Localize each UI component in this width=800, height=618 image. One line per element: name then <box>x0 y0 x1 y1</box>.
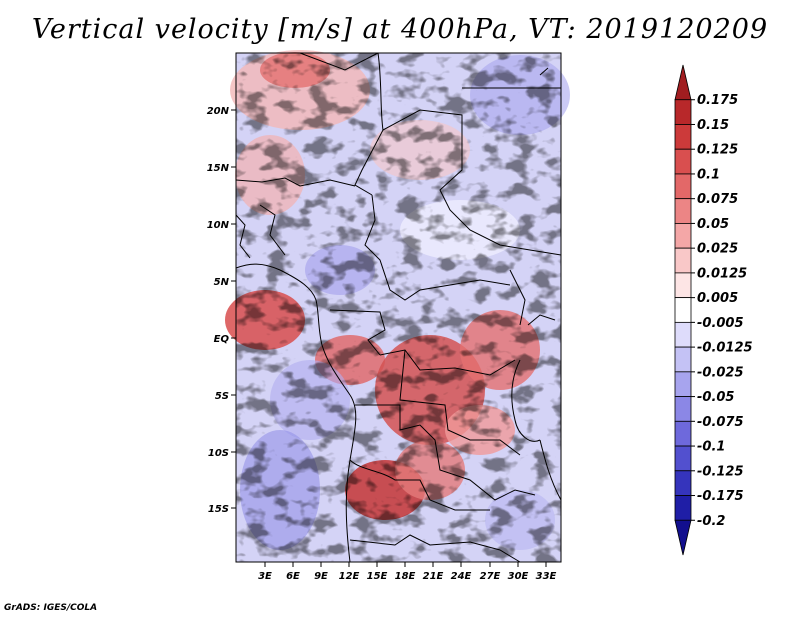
colorbar-swatch <box>674 64 692 101</box>
lat-label: 15N <box>207 163 230 174</box>
colorbar-label: -0.125 <box>697 464 744 479</box>
colorbar-swatch <box>674 346 692 373</box>
lat-label: EQ <box>214 334 230 345</box>
colorbar-label: 0.05 <box>697 217 729 232</box>
chart-title: Vertical velocity [m/s] at 400hPa, VT: 2… <box>31 14 769 45</box>
lon-label: 24E <box>451 571 472 582</box>
colorbar-label: -0.025 <box>697 365 744 380</box>
lon-label: 12E <box>339 571 360 582</box>
credit-label: GrADS: IGES/COLA <box>4 603 98 613</box>
colorbar-label: -0.0125 <box>697 341 753 356</box>
lon-label: 21E <box>423 571 444 582</box>
colorbar-label: 0.0125 <box>697 266 747 281</box>
lat-label: 10N <box>207 220 230 231</box>
colorbar: 0.175 0.15 0.125 0.1 0.075 0.05 0.025 0.0125 0.0… <box>674 64 753 556</box>
lat-label: 5N <box>214 277 230 288</box>
colorbar-label: 0.175 <box>697 93 738 108</box>
lon-label: 6E <box>286 571 300 582</box>
colorbar-swatch <box>674 223 692 249</box>
colorbar-label: -0.005 <box>697 316 744 331</box>
lon-label: 15E <box>367 571 388 582</box>
colorbar-swatch <box>674 519 692 556</box>
colorbar-label: -0.075 <box>697 415 744 430</box>
lon-label: 3E <box>258 571 272 582</box>
lat-label: 15S <box>208 504 229 515</box>
latitude-axis <box>231 109 236 509</box>
colorbar-label: -0.2 <box>697 514 725 529</box>
lon-label: 18E <box>395 571 416 582</box>
colorbar-swatch <box>674 198 692 224</box>
colorbar-label: 0.15 <box>697 118 729 133</box>
lon-label: 30E <box>508 571 529 582</box>
lat-label: 5S <box>215 391 229 402</box>
map-frame <box>235 52 562 563</box>
lat-label: 20N <box>207 106 230 117</box>
colorbar-swatch <box>674 470 692 496</box>
colorbar-label: 0.125 <box>697 143 738 158</box>
colorbar-label: -0.05 <box>697 390 734 405</box>
colorbar-swatch <box>674 99 692 125</box>
colorbar-swatch <box>674 148 692 175</box>
longitude-axis <box>264 562 547 567</box>
colorbar-swatch <box>674 297 692 323</box>
country-borders <box>235 52 562 563</box>
colorbar-swatch <box>674 396 692 422</box>
colorbar-swatch <box>674 495 692 521</box>
colorbar-swatch <box>674 247 692 274</box>
lat-label: 10S <box>208 448 229 459</box>
colorbar-swatch <box>674 420 692 447</box>
lon-label: 33E <box>536 571 557 582</box>
colorbar-swatch <box>674 272 692 299</box>
colorbar-swatch <box>674 321 692 348</box>
colorbar-swatch <box>674 371 692 397</box>
colorbar-label: -0.1 <box>697 440 725 455</box>
colorbar-label: 0.1 <box>697 167 720 182</box>
colorbar-swatch <box>674 124 692 150</box>
colorbar-label: 0.075 <box>697 192 738 207</box>
colorbar-label: 0.025 <box>697 242 738 257</box>
colorbar-label: 0.005 <box>697 291 738 306</box>
colorbar-swatch <box>674 173 692 200</box>
lon-label: 27E <box>480 571 501 582</box>
velocity-field <box>225 50 570 562</box>
colorbar-swatch <box>674 445 692 472</box>
lon-label: 9E <box>314 571 328 582</box>
colorbar-label: -0.175 <box>697 489 744 504</box>
